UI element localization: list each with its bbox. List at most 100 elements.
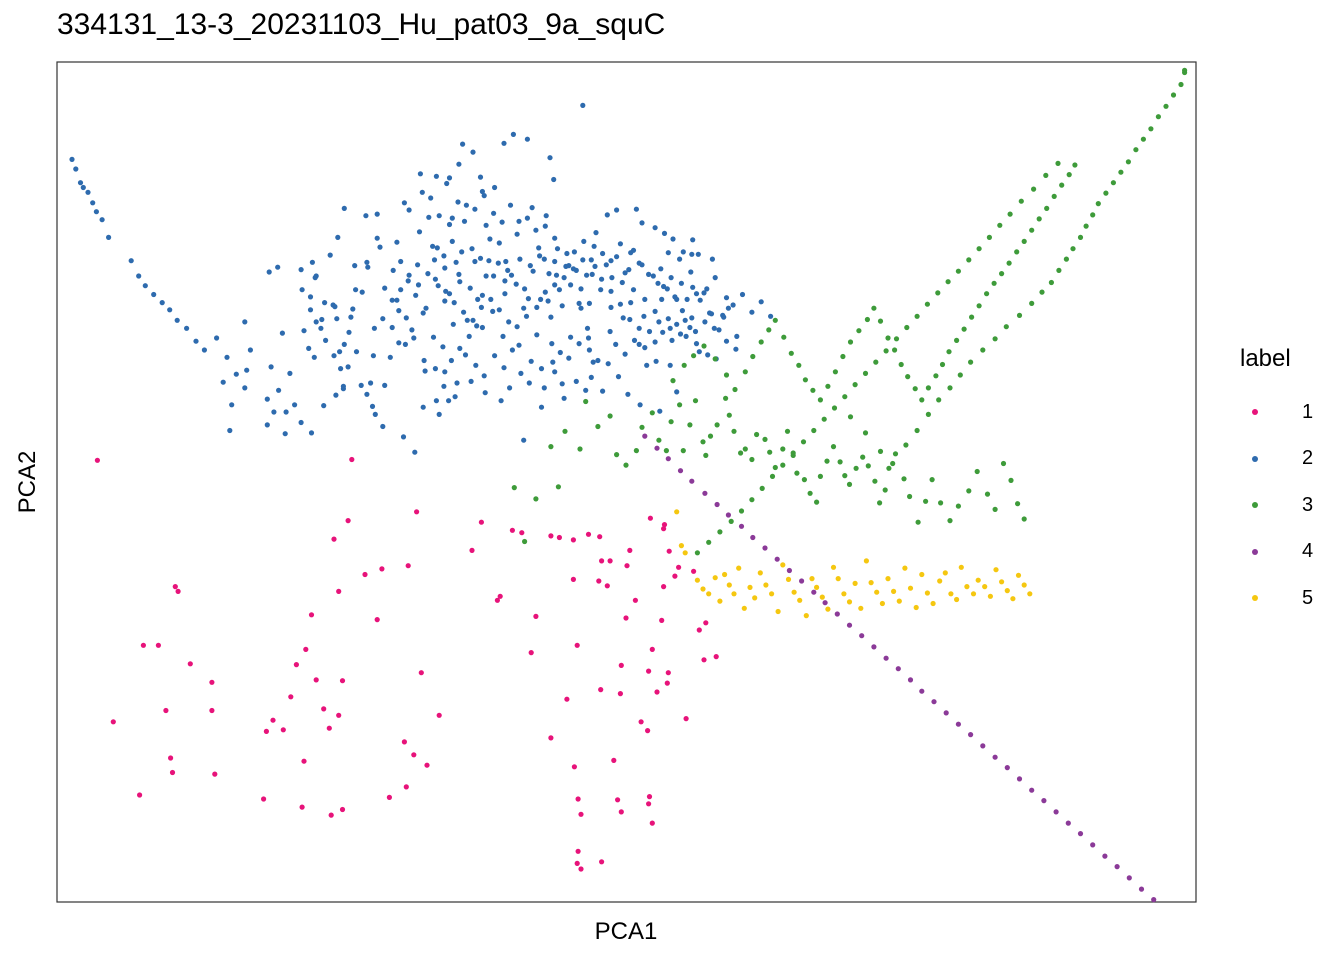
point-label-5 (700, 586, 706, 592)
point-label-3 (717, 529, 723, 535)
point-label-3 (769, 473, 776, 479)
point-label-1 (418, 670, 424, 676)
legend-label: 2 (1302, 447, 1314, 469)
point-label-1 (168, 755, 174, 761)
point-label-3 (677, 402, 683, 408)
point-label-5 (863, 558, 870, 564)
point-label-2 (723, 295, 730, 301)
point-label-3 (1036, 216, 1042, 222)
point-label-2 (620, 315, 626, 321)
legend-swatch (1252, 548, 1258, 555)
point-label-1 (528, 650, 534, 656)
point-label-3 (1018, 198, 1024, 204)
point-label-1 (321, 706, 327, 712)
point-label-2 (457, 279, 463, 285)
point-label-2 (607, 328, 613, 335)
point-label-1 (615, 797, 621, 803)
point-label-2 (460, 141, 466, 147)
point-label-5 (896, 598, 902, 604)
point-label-2 (301, 328, 307, 334)
point-label-2 (550, 359, 556, 365)
point-label-2 (547, 155, 553, 161)
point-label-2 (527, 263, 533, 269)
point-label-2 (478, 304, 484, 310)
point-label-2 (563, 263, 569, 269)
point-label-2 (680, 249, 686, 255)
point-label-3 (767, 449, 773, 455)
point-label-4 (871, 644, 877, 650)
point-label-2 (483, 222, 489, 228)
point-label-2 (442, 265, 448, 271)
point-label-2 (441, 253, 447, 259)
point-label-2 (193, 338, 199, 344)
point-label-1 (172, 584, 178, 590)
point-label-3 (1163, 103, 1169, 109)
point-label-1 (713, 654, 719, 660)
point-label-2 (599, 276, 605, 282)
point-label-3 (966, 257, 972, 263)
point-label-2 (660, 329, 666, 335)
point-label-3 (892, 347, 898, 353)
point-label-2 (524, 215, 531, 221)
point-label-2 (368, 380, 374, 386)
point-label-3 (1016, 312, 1023, 318)
point-label-2 (142, 283, 148, 289)
point-label-2 (417, 171, 423, 177)
point-label-2 (341, 341, 347, 347)
point-label-3 (701, 343, 707, 349)
point-label-2 (432, 276, 438, 282)
point-label-2 (348, 314, 354, 320)
point-label-1 (611, 757, 617, 764)
point-label-3 (1051, 193, 1057, 199)
point-label-2 (298, 419, 304, 426)
point-label-2 (521, 437, 527, 443)
point-label-3 (649, 410, 655, 416)
point-label-3 (872, 478, 878, 484)
point-label-2 (541, 256, 547, 262)
point-label-3 (1043, 172, 1049, 178)
point-label-5 (913, 604, 919, 611)
point-label-2 (350, 306, 356, 312)
point-label-2 (419, 189, 425, 195)
legend-swatch (1252, 409, 1258, 415)
point-label-2 (264, 396, 270, 402)
point-label-2 (474, 323, 480, 329)
point-label-1 (618, 662, 624, 669)
point-label-4 (895, 666, 901, 672)
point-label-1 (339, 678, 346, 684)
point-label-2 (570, 266, 577, 272)
point-label-1 (564, 696, 570, 702)
point-label-2 (446, 175, 453, 181)
point-label-3 (614, 452, 620, 458)
point-label-1 (627, 547, 633, 554)
point-label-2 (668, 275, 674, 281)
point-label-1 (110, 719, 116, 725)
point-label-2 (725, 305, 732, 311)
point-label-1 (94, 457, 100, 463)
point-label-2 (426, 214, 432, 220)
plot-panel (56, 61, 1197, 903)
point-label-3 (914, 427, 920, 434)
point-label-3 (607, 413, 613, 419)
point-label-3 (726, 412, 732, 418)
point-label-2 (677, 331, 684, 337)
point-label-4 (834, 611, 840, 617)
point-label-2 (227, 427, 233, 434)
point-label-2 (514, 324, 520, 330)
point-label-3 (692, 398, 699, 404)
point-label-1 (654, 689, 660, 695)
point-label-1 (301, 758, 307, 764)
point-label-2 (625, 391, 631, 397)
point-label-4 (665, 456, 671, 462)
point-label-2 (702, 319, 708, 325)
point-label-3 (991, 280, 997, 286)
point-label-2 (631, 337, 638, 343)
point-label-5 (694, 577, 701, 583)
point-label-3 (1015, 501, 1021, 507)
point-label-1 (424, 762, 430, 768)
point-label-2 (264, 422, 270, 428)
point-label-5 (803, 613, 809, 619)
point-label-2 (665, 316, 671, 322)
point-label-2 (704, 286, 710, 292)
point-label-2 (387, 354, 393, 360)
